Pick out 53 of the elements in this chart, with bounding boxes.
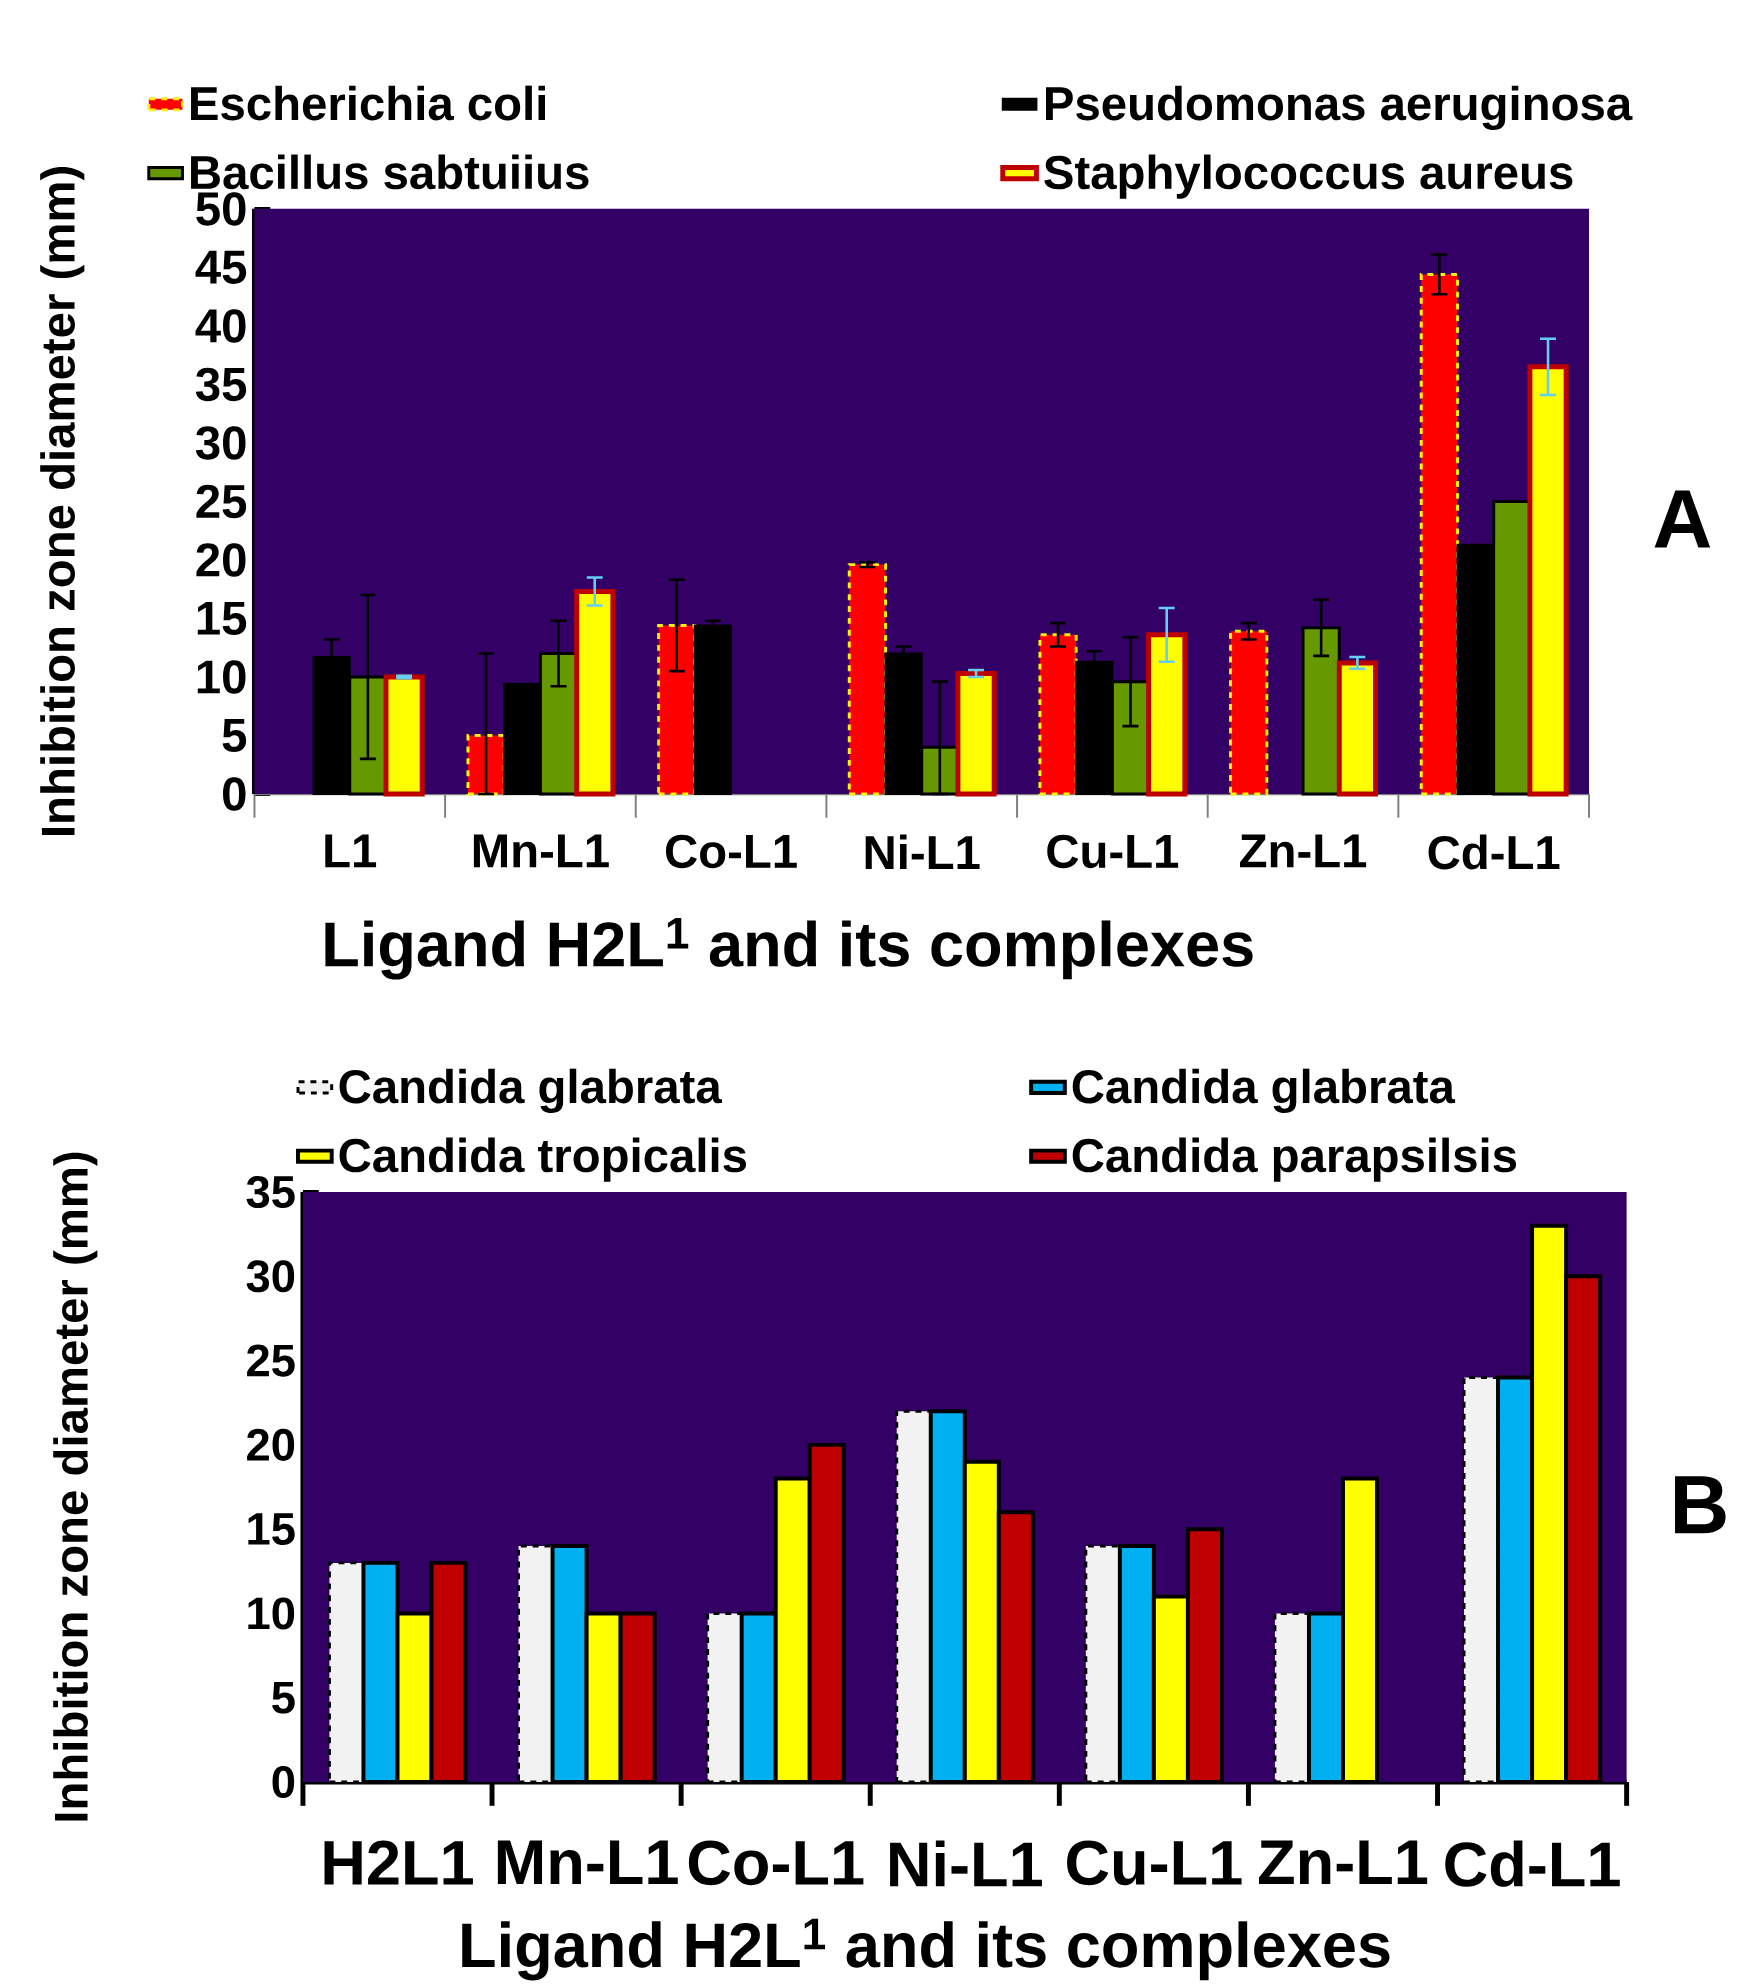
y-tick-label: 30 [246,1260,294,1293]
y-tick-label: 20 [196,543,246,577]
y-tick-label: 35 [195,367,246,402]
y-tick-label: 25 [196,484,246,519]
bar [1038,633,1078,796]
bar [693,624,732,795]
y-tick-label: 20 [246,1428,294,1461]
y-tick-label: 0 [272,1765,294,1799]
bar [847,563,887,796]
y-tick-label: 25 [246,1344,295,1377]
text: A [1654,490,1710,548]
y-tick-label: 45 [195,250,246,284]
bar [656,623,697,796]
legend-label: Candida tropicalis [339,1137,746,1182]
y-tick-label: 50 [196,192,246,226]
x-tick-label: Co-L1 [665,834,797,869]
y-tick-label: 5 [222,718,246,752]
x-tick-label: Co-L1 [688,1840,864,1886]
legend-label: Candida parapsilsis [1072,1137,1516,1182]
y-tick-label: 10 [197,660,246,694]
legend-label: Candida glabrata [1072,1068,1455,1113]
x-tick-label: Cd-L1 [1445,1840,1620,1887]
x-tick-label: Cu-L1 [1066,1840,1242,1886]
x-tick-label: Cd-L1 [1428,834,1560,870]
bar [1228,629,1269,796]
x-tick-label: H2L1 [324,1840,473,1885]
y-tick-label: 40 [195,309,246,343]
legend-label: Candida glabrata [339,1068,722,1113]
bar [1419,272,1459,796]
text: B [1674,1476,1726,1534]
x-tick-label: Ni-L1 [889,1840,1042,1887]
y-axis-title: Inhibition zone diameter (mm) [40,167,85,835]
y-axis-title: Inhibition zone diameter (mm) [53,1152,98,1821]
x-tick-label: Mn-L1 [473,834,609,868]
x-tick-label: Ni-L1 [865,834,980,869]
x-tick-label: Zn-L1 [1258,1840,1427,1884]
y-tick-label: 0 [222,777,246,811]
y-tick-label: 30 [195,426,246,460]
x-tick-label: Cu-L1 [1047,834,1178,869]
x-tick-label: Mn-L1 [497,1840,678,1884]
legend-label: Escherichia coli [190,85,545,121]
y-tick-label: 15 [248,1513,295,1545]
y-tick-label: 35 [246,1175,295,1209]
legend-label: Staphylococcus aureus [1044,154,1573,199]
y-tick-label: 15 [197,601,246,635]
y-tick-label: 5 [271,1681,295,1714]
x-axis-title: Ligand H2L$^{1}$ and its complexes [325,918,1253,980]
x-tick-label: Zn-L1 [1239,834,1366,868]
x-tick-label: L1 [325,834,376,868]
x-axis-title: Ligand H2L$^{1}$ and its complexes [462,1918,1390,1981]
legend-label: Pseudomonas aeruginosa [1045,85,1633,130]
y-tick-label: 10 [248,1597,294,1630]
legend-label: Bacillus sabtuiius [190,154,589,190]
